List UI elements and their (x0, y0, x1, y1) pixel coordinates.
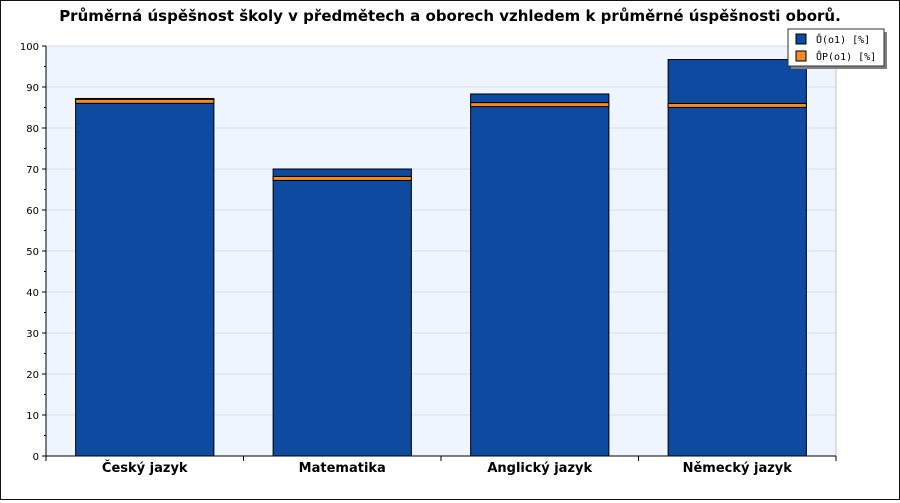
y-tick-label-80: 80 (26, 124, 39, 135)
chart-title: Průměrná úspěšnost školy v předmětech a … (59, 7, 841, 25)
legend-swatch-up-o1 (795, 50, 807, 62)
x-category-label-3: Německý jazyk (683, 461, 793, 476)
x-category-label-0: Český jazyk (102, 460, 188, 476)
bar-3 (667, 59, 807, 457)
legend-label-u-o1: Ů(o1) [%] (816, 33, 870, 46)
axes (42, 45, 837, 461)
legend-swatch-u-o1 (795, 33, 807, 45)
y-tick-label-100: 100 (20, 42, 39, 53)
marker-2 (470, 102, 610, 108)
y-tick-label-50: 50 (26, 247, 39, 258)
bar-series (75, 59, 807, 457)
y-tick-label-30: 30 (26, 329, 39, 340)
legend: Ů(o1) [%] ŮP(o1) [%] (787, 28, 887, 69)
y-tick-label-60: 60 (26, 206, 39, 217)
axis-labels: 0 10 20 30 40 50 60 70 80 90 100 Český jazyk Matemat… (20, 42, 792, 476)
bar-2 (470, 93, 610, 457)
bar-0 (75, 97, 215, 457)
y-tick-label-10: 10 (26, 411, 39, 422)
legend-label-up-o1: ŮP(o1) [%] (816, 50, 876, 63)
y-tick-label-40: 40 (26, 288, 39, 299)
marker-1 (272, 175, 412, 181)
marker-0 (75, 98, 215, 104)
bar-1 (272, 168, 412, 457)
x-category-label-2: Anglický jazyk (487, 461, 592, 476)
y-tick-label-90: 90 (26, 83, 39, 94)
y-tick-label-20: 20 (26, 370, 39, 381)
y-tick-label-0: 0 (33, 452, 39, 463)
y-tick-label-70: 70 (26, 165, 39, 176)
x-category-label-1: Matematika (299, 461, 386, 476)
marker-3 (667, 102, 807, 108)
